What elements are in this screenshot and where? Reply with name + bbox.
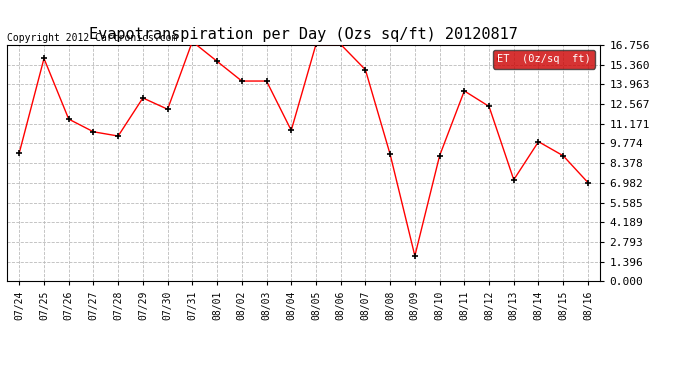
Text: Copyright 2012 Cartronics.com: Copyright 2012 Cartronics.com xyxy=(7,33,177,43)
Legend: ET  (0z/sq  ft): ET (0z/sq ft) xyxy=(493,50,595,69)
Title: Evapotranspiration per Day (Ozs sq/ft) 20120817: Evapotranspiration per Day (Ozs sq/ft) 2… xyxy=(89,27,518,42)
